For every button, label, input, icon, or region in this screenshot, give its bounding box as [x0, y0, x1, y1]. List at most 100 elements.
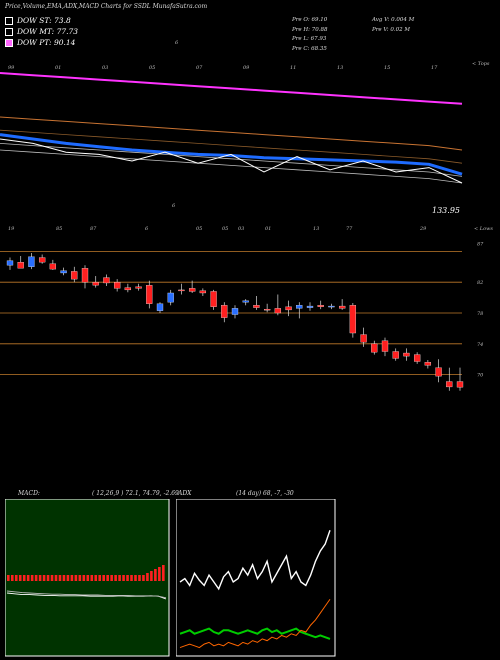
macd-histogram-bar	[90, 575, 94, 581]
x-bottom-label: 05	[196, 226, 202, 232]
candle-body	[178, 289, 185, 292]
macd-params: ( 12,26,9 ) 72.1, 74.79, -2.69	[92, 490, 179, 497]
candle-body	[28, 256, 35, 267]
ema-bundle-line	[0, 143, 463, 177]
x-bottom-label: 29	[419, 226, 427, 232]
x-bottom-label: 85	[56, 226, 62, 232]
macd-title: MACD:	[18, 490, 40, 497]
candle-body	[371, 343, 378, 353]
macd-histogram-bar	[14, 575, 18, 581]
macd-histogram-bar	[150, 571, 153, 581]
candle-body	[188, 288, 196, 292]
macd-histogram-bar	[142, 575, 145, 581]
chart-title: Price,Volume,EMA,ADX,MACD Charts for SSD…	[5, 3, 208, 10]
candle-body	[253, 305, 260, 308]
adx-line	[179, 530, 331, 591]
x-bottom-label: 03	[238, 226, 244, 232]
legend-swatch	[5, 38, 13, 47]
axis-lows-label: < Lows	[474, 226, 493, 232]
candle-body	[296, 305, 303, 309]
macd-histogram-bar	[10, 575, 14, 581]
x-bottom-label: 77	[346, 226, 353, 232]
x-bottom-label: 87	[90, 226, 97, 232]
ema_blue-line	[0, 133, 463, 176]
candle-body	[349, 305, 357, 334]
candle-body	[403, 352, 410, 357]
ema_long-line	[0, 72, 463, 105]
macd-histogram-bar	[18, 575, 22, 581]
macd-histogram-bar	[98, 575, 102, 581]
axis-tops-label: < Tops	[472, 61, 490, 67]
macd-histogram-bar	[146, 573, 149, 581]
macd-histogram-bar	[58, 575, 62, 581]
macd-histogram-bar	[34, 575, 38, 581]
candle-body	[317, 305, 324, 307]
x-top-label: 17	[431, 65, 438, 71]
prev-ohlc-block: Pre O: 69.10 Pre H: 70.88 Pre L: 67.93 P…	[292, 16, 327, 54]
ema-bundle-line	[0, 129, 463, 164]
macd-histogram-bar	[106, 575, 109, 581]
plus_di-line	[179, 627, 331, 640]
prev-volume: Pre V: 0.02 M	[372, 26, 410, 33]
x-bottom-label: 13	[313, 226, 319, 232]
x-top-label: 07	[196, 65, 203, 71]
candle-body	[135, 286, 142, 289]
macd-histogram-bar	[130, 575, 133, 581]
candle-body	[274, 308, 282, 314]
macd-histogram-bar	[78, 575, 82, 581]
candle-body	[146, 285, 153, 304]
x-top-label: 05	[149, 65, 155, 71]
candle-body	[338, 305, 346, 309]
legend-row: DOW PT: 90.14	[5, 37, 78, 48]
y-tick-label: 74	[477, 342, 483, 348]
candle-body	[381, 340, 389, 352]
x-top-label: 99	[8, 65, 15, 71]
y-tick-label: 70	[477, 373, 484, 379]
macd-histogram-bar	[134, 575, 137, 581]
candle-body	[242, 300, 249, 303]
candle-body	[392, 351, 399, 359]
prev-close: Pre C: 68.35	[292, 45, 327, 52]
macd-histogram-bar	[102, 575, 105, 581]
macd-histogram-bar	[74, 575, 78, 581]
adx-params: (14 day) 68, -7, -30	[236, 490, 294, 497]
candle-body	[81, 268, 89, 283]
x-bottom-label: 01	[265, 226, 271, 232]
candle-body	[60, 270, 67, 274]
legend-label-mt: DOW MT: 77.73	[17, 27, 79, 36]
macd-histogram-bar	[7, 575, 10, 581]
candle-body	[38, 257, 46, 263]
macd-histogram-bar	[54, 575, 58, 581]
price-line	[0, 138, 463, 184]
x-bottom-label: 6	[145, 226, 149, 232]
legend-label-pt: DOW PT: 90.14	[17, 38, 76, 47]
candle-body	[167, 292, 174, 303]
y-tick-label: 82	[477, 280, 483, 286]
x-top-label: 09	[243, 65, 250, 71]
x-bottom-label: 6	[172, 203, 176, 209]
minus_di-line	[179, 598, 331, 649]
candle-body	[17, 262, 24, 269]
candle-body	[360, 334, 367, 343]
macd-histogram-bar	[82, 575, 86, 581]
legend-swatch	[5, 16, 13, 25]
candle-body	[435, 367, 442, 377]
macd-histogram-bar	[66, 575, 70, 581]
dow-legend: DOW ST: 73.8 DOW MT: 77.73 DOW PT: 90.14	[5, 15, 78, 48]
candlestick-chart: 87 82 78 74 70 19 85 87 6 05 05 03 01 13 77 29 < Lows	[0, 226, 493, 391]
adx-background	[176, 499, 336, 657]
macd-histogram-bar	[126, 575, 129, 581]
macd-histogram-bar	[22, 575, 26, 581]
legend-row: DOW ST: 73.8	[5, 15, 78, 26]
macd-histogram-bar	[158, 567, 161, 581]
candle-body	[306, 305, 314, 308]
macd-histogram-bar	[70, 575, 74, 581]
last-price-label: 133.95	[432, 206, 460, 215]
macd-histogram-bar	[154, 569, 157, 581]
candle-body	[263, 309, 271, 311]
candle-body	[456, 381, 464, 388]
candle-body	[71, 271, 78, 280]
macd-histogram-bar	[110, 575, 113, 581]
macd-histogram-bar	[42, 575, 46, 581]
ema-price-chart: 99 01 03 05 07 09 11 13 15 17 6 < Tops 6 133.95	[0, 40, 490, 215]
